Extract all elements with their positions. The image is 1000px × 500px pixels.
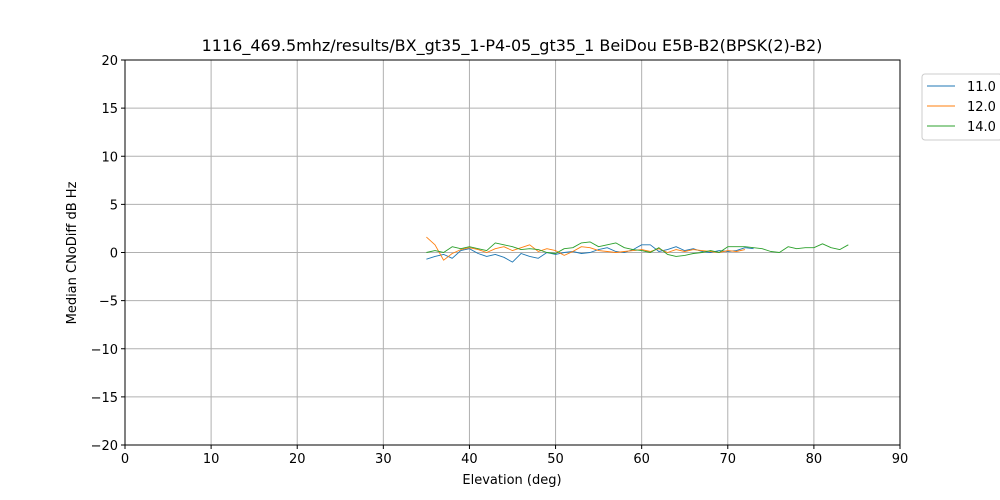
y-axis-label: Median CNoDiff dB Hz — [65, 181, 80, 324]
x-tick-label: 70 — [720, 452, 737, 467]
x-tick-label: 80 — [806, 452, 823, 467]
x-tick-label: 60 — [633, 452, 650, 467]
y-tick-label: −10 — [91, 343, 118, 358]
x-tick-label: 40 — [461, 452, 478, 467]
y-tick-label: 20 — [101, 54, 118, 69]
legend-box — [921, 73, 1000, 141]
y-tick-label: −5 — [99, 295, 118, 310]
series-line-12-0 — [426, 236, 746, 261]
x-tick-label: 30 — [375, 452, 392, 467]
x-tick-label: 10 — [203, 452, 220, 467]
x-tick-label: 90 — [892, 452, 909, 467]
x-axis-label: Elevation (deg) — [462, 473, 561, 488]
x-tick-label: 20 — [289, 452, 306, 467]
y-tick-label: 5 — [110, 198, 118, 213]
y-tick-label: 0 — [110, 247, 118, 262]
legend-label: 14.0 — [967, 120, 996, 135]
series-group — [426, 236, 849, 263]
x-tick-label: 50 — [547, 452, 564, 467]
legend-label: 11.0 — [967, 80, 996, 95]
y-tick-label: 15 — [101, 102, 118, 117]
chart-title: 1116_469.5mhz/results/BX_gt35_1-P4-05_gt… — [202, 36, 823, 56]
series-line-14-0 — [426, 241, 849, 257]
legend: 11.0 12.0 14.0 — [921, 73, 1000, 141]
y-tick-label: 10 — [101, 150, 118, 165]
y-tick-label: −20 — [91, 439, 118, 454]
y-tick-label: −15 — [91, 391, 118, 406]
legend-label: 12.0 — [967, 100, 996, 115]
x-tick-label: 0 — [121, 452, 129, 467]
